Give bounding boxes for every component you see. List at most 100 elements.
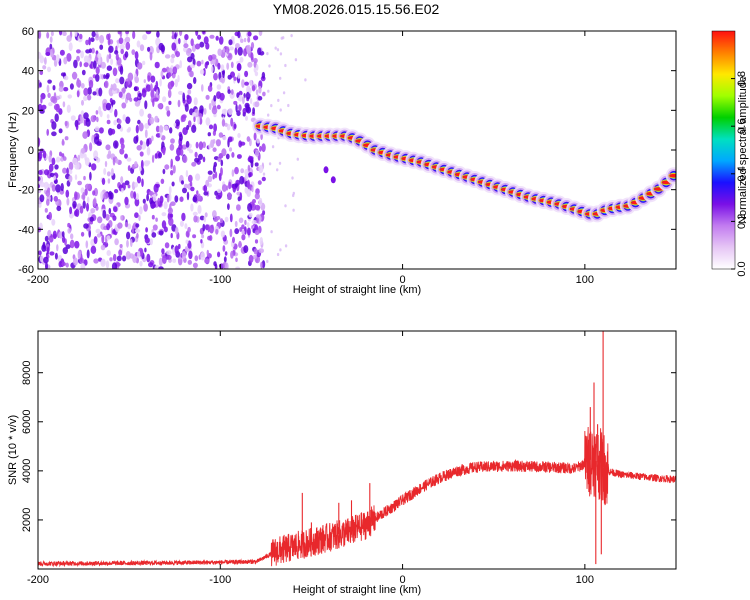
noise-speckle — [245, 115, 248, 121]
noise-speckle — [80, 114, 83, 124]
y-tick-label: -20 — [18, 185, 34, 197]
noise-speckle — [193, 115, 196, 123]
noise-speckle — [208, 103, 212, 110]
noise-speckle — [290, 34, 293, 38]
noise-speckle — [194, 255, 199, 262]
noise-speckle — [39, 108, 45, 114]
noise-speckle — [89, 216, 94, 222]
noise-speckle — [112, 83, 117, 91]
noise-speckle — [131, 49, 136, 55]
noise-speckle — [261, 143, 266, 153]
noise-speckle — [39, 82, 42, 88]
colorbar: 0.0 0.2 0.4 0.6 0.8 Normalized spectral ampl… — [711, 30, 749, 277]
noise-speckle — [143, 203, 148, 212]
noise-speckle — [56, 244, 59, 252]
y-tick-label: 8000 — [21, 360, 33, 384]
noise-speckle — [234, 220, 238, 228]
noise-speckle — [154, 84, 157, 92]
noise-speckle — [83, 112, 89, 120]
noise-speckle — [100, 191, 104, 201]
noise-speckle — [200, 239, 203, 244]
noise-speckle — [95, 73, 100, 82]
noise-speckle — [182, 92, 186, 102]
noise-speckle — [160, 178, 165, 184]
noise-speckle — [139, 108, 145, 117]
noise-speckle — [200, 251, 206, 261]
noise-speckle — [74, 240, 80, 249]
noise-speckle — [243, 48, 248, 57]
noise-speckle — [158, 230, 164, 236]
noise-speckle — [124, 222, 129, 228]
noise-speckle — [238, 94, 243, 102]
noise-speckle — [85, 240, 89, 249]
noise-speckle — [46, 32, 50, 39]
noise-speckle — [133, 86, 138, 92]
noise-speckle — [49, 172, 55, 178]
noise-speckle — [119, 44, 125, 51]
noise-speckle — [60, 183, 64, 192]
noise-speckle — [139, 260, 143, 267]
noise-speckle — [248, 212, 253, 218]
noise-speckle — [107, 150, 112, 159]
noise-speckle — [241, 224, 245, 230]
noise-speckle — [105, 74, 109, 80]
noise-speckle — [220, 167, 223, 176]
noise-speckle — [170, 57, 175, 64]
noise-speckle — [70, 233, 74, 240]
noise-speckle — [246, 179, 250, 189]
noise-speckle — [164, 54, 171, 59]
noise-speckle — [251, 220, 257, 225]
noise-speckle — [106, 223, 110, 231]
noise-speckle — [192, 196, 198, 203]
noise-speckle — [181, 212, 186, 222]
noise-speckle — [253, 132, 257, 141]
noise-speckle — [197, 34, 202, 40]
noise-speckle — [143, 79, 146, 84]
noise-speckle — [77, 154, 81, 162]
noise-speckle — [158, 42, 164, 51]
noise-speckle — [49, 36, 53, 43]
snr-frame — [37, 330, 677, 570]
noise-speckle — [115, 78, 120, 84]
noise-speckle — [184, 103, 189, 112]
noise-speckle — [135, 223, 140, 228]
noise-speckle — [47, 92, 51, 98]
colorbar-tick-label: 0.8 — [736, 71, 748, 86]
noise-speckle — [266, 259, 269, 263]
noise-speckle — [228, 147, 233, 152]
noise-speckle — [159, 131, 163, 139]
noise-speckle — [82, 200, 86, 209]
noise-speckle — [93, 136, 100, 145]
noise-speckle — [178, 38, 181, 45]
noise-speckle — [92, 91, 97, 96]
noise-speckle — [186, 124, 190, 131]
noise-speckle — [38, 250, 42, 256]
noise-speckle — [105, 144, 111, 151]
noise-speckle — [139, 140, 143, 146]
noise-speckle — [251, 85, 256, 92]
noise-speckle — [174, 32, 177, 40]
noise-speckle — [98, 87, 103, 97]
noise-speckle — [212, 147, 217, 152]
noise-speckle — [76, 49, 81, 54]
noise-speckle — [118, 249, 123, 256]
noise-speckle — [254, 71, 259, 77]
noise-speckle — [235, 266, 241, 269]
colorbar-bar — [711, 30, 736, 270]
noise-speckle — [53, 175, 56, 181]
noise-speckle — [196, 190, 199, 195]
noise-speckle — [254, 149, 260, 157]
noise-speckle — [247, 203, 253, 212]
snr-plot-area — [38, 331, 676, 568]
noise-speckle — [136, 232, 139, 239]
noise-speckle — [48, 102, 53, 107]
noise-speckle — [184, 34, 189, 41]
noise-speckle — [190, 186, 195, 192]
noise-speckle — [212, 210, 217, 219]
noise-speckle — [108, 53, 112, 60]
noise-speckle — [213, 95, 217, 102]
noise-speckle — [41, 244, 47, 252]
noise-speckle — [252, 254, 257, 260]
noise-speckle — [203, 184, 208, 193]
